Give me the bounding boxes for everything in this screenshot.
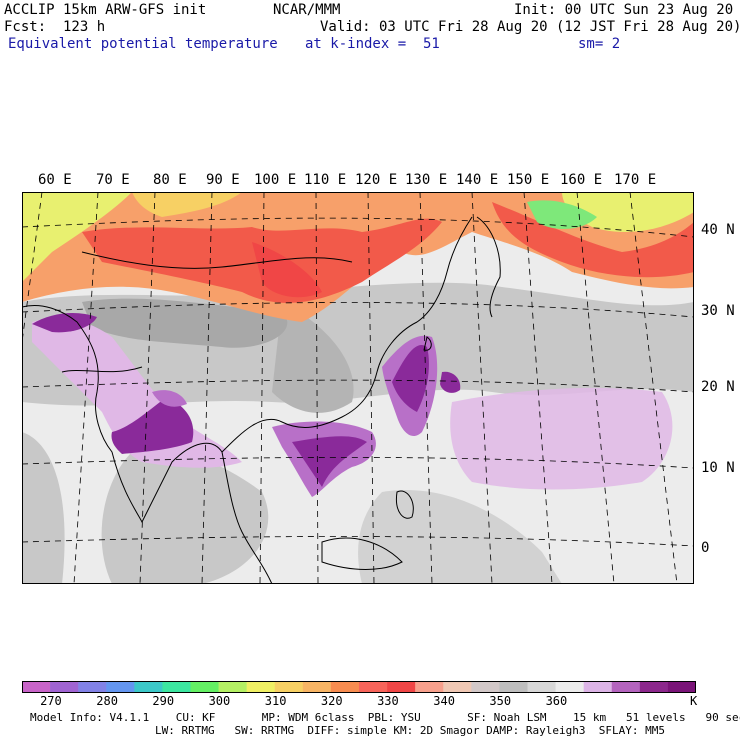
gray-patches: [101, 449, 269, 584]
colorbar-swatch: [583, 681, 613, 693]
colorbar-tick-label: 360: [545, 694, 568, 708]
colorbar-swatch: [22, 681, 51, 693]
purple-pacific: [450, 387, 673, 490]
colorbar-swatch: [330, 681, 360, 693]
lon-label: 60 E: [38, 172, 72, 188]
lon-label: 70 E: [96, 172, 130, 188]
colorbar-swatch: [359, 681, 388, 693]
yellow-ne: [562, 192, 694, 232]
purple-dark-scs: [292, 436, 367, 487]
colorbar-swatch: [78, 681, 107, 693]
colorbar-tick-label: 330: [377, 694, 399, 708]
colorbar-swatch: [667, 681, 696, 693]
field-name: Equivalent potential temperature: [8, 36, 278, 52]
colorbar-swatch: [611, 681, 641, 693]
colorbar-swatch: [302, 681, 332, 693]
colorbar-swatch: [50, 681, 79, 693]
lon-label: 170 E: [614, 172, 657, 188]
purple-dark-east: [392, 345, 429, 412]
colorbar-swatch: [527, 681, 556, 693]
colorbar-swatch: [387, 681, 416, 693]
colorbar-swatch: [134, 681, 163, 693]
colorbar-swatch: [639, 681, 669, 693]
colorbar-swatch: [499, 681, 528, 693]
colorbar-swatch: [246, 681, 276, 693]
purple-dark-bay: [111, 397, 194, 454]
lon-label: 120 E: [355, 172, 398, 188]
lat-label: 20 N: [701, 379, 735, 395]
run-title: ACCLIP 15km ARW-GFS init: [4, 2, 207, 18]
lon-label: 100 E: [254, 172, 297, 188]
coastlines: [22, 216, 501, 584]
lat-label: 0: [701, 540, 710, 556]
level-index: at k-index = 51: [305, 36, 440, 52]
colorbar-tick-label: 280: [96, 694, 118, 708]
lat-label: 40 N: [701, 222, 735, 238]
lon-label: 110 E: [304, 172, 347, 188]
colorbar-tick-label: 350: [489, 694, 512, 708]
colorbar-swatch: [274, 681, 304, 693]
colorbar-tick-label: 300: [208, 694, 231, 708]
valid-time: Valid: 03 UTC Fri 28 Aug 20 (12 JST Fri …: [320, 19, 740, 35]
colorbar-swatch: [106, 681, 135, 693]
colorbar-swatch: [555, 681, 584, 693]
colorbar-swatch: [415, 681, 444, 693]
yellow-nw: [22, 192, 132, 282]
lon-label: 150 E: [507, 172, 550, 188]
forecast-hour: Fcst: 123 h: [4, 19, 106, 35]
colorbar-swatch: [162, 681, 191, 693]
colorbar-swatch: [218, 681, 247, 693]
colorbar-tick-label: 270: [40, 694, 62, 708]
lon-label: 160 E: [560, 172, 603, 188]
smoothing-label: sm= 2: [578, 36, 621, 52]
model-info-line2: LW: RRTMG SW: RRTMG DIFF: simple KM: 2D …: [155, 724, 665, 737]
organization-label: NCAR/MMM: [273, 2, 341, 18]
colorbar-unit: K: [690, 694, 698, 708]
colorbar-swatch: [443, 681, 472, 693]
lon-label: 90 E: [206, 172, 240, 188]
graticule: [22, 192, 694, 584]
colorbar-tick-label: 290: [152, 694, 175, 708]
tibet-dark: [82, 298, 288, 348]
colorbar-swatch: [471, 681, 500, 693]
lat-label: 30 N: [701, 303, 735, 319]
colorbar-tick-label: 320: [320, 694, 343, 708]
model-info-line1: Model Info: V4.1.1 CU: KF MP: WDM 6class…: [30, 711, 740, 724]
colorbar-swatch: [190, 681, 219, 693]
theta-e-map: [22, 192, 694, 584]
colorbar-tick-label: 310: [264, 694, 287, 708]
lon-label: 130 E: [405, 172, 448, 188]
init-time: Init: 00 UTC Sun 23 Aug 20: [514, 2, 734, 18]
lon-label: 140 E: [456, 172, 499, 188]
green-ne: [527, 200, 597, 229]
lat-label: 10 N: [701, 460, 735, 476]
colorbar: [22, 681, 696, 693]
colorbar-tick-label: 340: [433, 694, 455, 708]
lon-label: 80 E: [153, 172, 187, 188]
